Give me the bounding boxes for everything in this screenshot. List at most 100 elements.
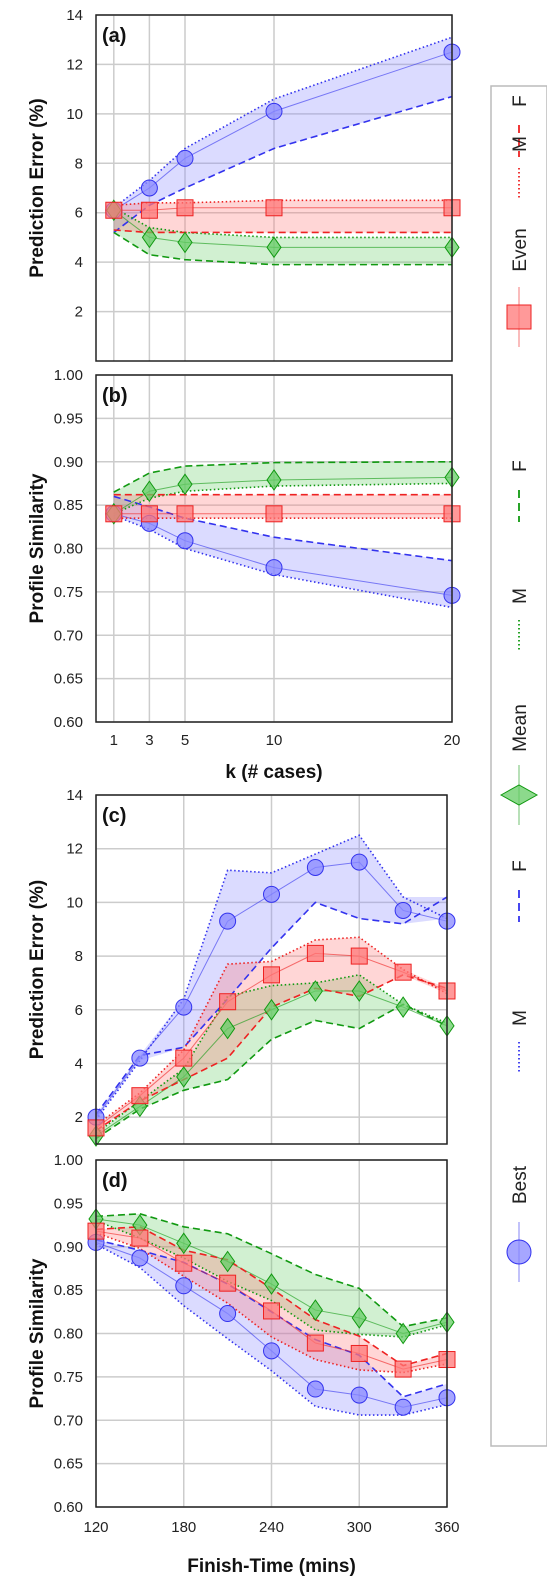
best-f-line <box>95 896 448 1115</box>
legend-circle-icon <box>506 1239 532 1265</box>
panel-label: (a) <box>102 25 126 47</box>
best-f-line <box>113 495 453 562</box>
even-point <box>263 966 280 984</box>
mean-m-line <box>95 1219 448 1338</box>
y-axis-label: Prediction Error (%) <box>27 98 48 277</box>
x-axis-label: Finish-Time (mins) <box>187 1556 356 1577</box>
even-point <box>219 993 237 1011</box>
mean-f-line <box>95 1212 448 1328</box>
y-tick-label: 12 <box>66 56 83 73</box>
even-point <box>219 1274 237 1292</box>
mean-point <box>263 1273 280 1295</box>
best-point <box>131 1249 149 1267</box>
y-tick-label: 0.65 <box>54 1456 83 1473</box>
mean-point <box>266 469 282 491</box>
even-point <box>350 947 368 965</box>
best-point <box>263 1342 280 1360</box>
y-tick-label: 6 <box>75 1002 83 1019</box>
even-point <box>306 944 324 962</box>
x-tick-label: 300 <box>347 1519 372 1536</box>
panel-label: (b) <box>102 385 128 407</box>
y-tick-label: 1.00 <box>54 367 83 384</box>
even-point <box>394 1360 412 1378</box>
legend-label: F <box>510 860 531 872</box>
y-tick-label: 0.85 <box>54 1282 83 1299</box>
x-tick-label: 120 <box>83 1519 108 1536</box>
mean-point <box>307 980 323 1002</box>
mean-band <box>113 207 453 265</box>
panel-label: (c) <box>102 805 126 827</box>
best-point <box>263 885 280 903</box>
legend-entry: Best <box>506 1165 532 1282</box>
mean-point <box>220 1017 236 1040</box>
even-f-line <box>95 974 448 1132</box>
legend-entry: M <box>510 136 531 200</box>
y-tick-label: 6 <box>75 205 83 222</box>
y-tick-label: 0.60 <box>54 1499 83 1516</box>
legend: F M Even F M Mean F M Best <box>490 85 547 1447</box>
best-m-line <box>113 36 453 209</box>
even-point <box>265 505 283 523</box>
x-axis-label: k (# cases) <box>225 762 322 783</box>
mean-point <box>266 236 282 259</box>
best-m-line <box>95 834 448 1121</box>
best-point <box>176 149 194 167</box>
best-point <box>306 1380 324 1398</box>
legend-entry: Even <box>506 228 532 347</box>
legend-entry: Mean <box>499 704 539 825</box>
even-m-line <box>95 936 448 1126</box>
mean-point <box>307 1299 323 1321</box>
chart-panel-c: 2 4 6 8 10 12 14 Prediction Error (%) (c) <box>27 787 456 1147</box>
mean-point <box>177 231 193 254</box>
y-tick-label: 12 <box>66 841 83 858</box>
y-tick-label: 0.90 <box>54 1239 83 1256</box>
y-axis-label: Profile Similarity <box>27 1258 48 1408</box>
y-tick-label: 0.90 <box>54 454 83 471</box>
legend-entry: F <box>510 860 531 922</box>
mean-point <box>351 1307 367 1329</box>
best-band <box>113 496 453 608</box>
legend-label: M <box>510 1010 531 1026</box>
best-point <box>394 1398 412 1416</box>
best-point <box>175 1277 193 1295</box>
even-point <box>140 505 158 523</box>
plot-frame <box>95 374 453 723</box>
mean-f-line <box>113 231 452 266</box>
panel-label: (d) <box>102 1170 128 1192</box>
mean-point <box>351 980 367 1002</box>
mean-point <box>141 226 158 249</box>
y-tick-label: 10 <box>66 894 83 911</box>
even-point <box>131 1229 149 1247</box>
x-tick-label: 3 <box>145 732 153 749</box>
even-band <box>113 200 453 233</box>
mean-m-line <box>95 974 448 1134</box>
legend-label: Best <box>510 1165 531 1204</box>
y-tick-label: 0.60 <box>54 714 83 731</box>
x-tick-label: 1 <box>110 732 118 749</box>
y-tick-label: 0.70 <box>54 627 83 644</box>
best-point <box>219 912 237 930</box>
x-tick-label: 240 <box>259 1519 284 1536</box>
y-tick-label: 0.95 <box>54 410 83 427</box>
y-tick-label: 0.80 <box>54 1326 83 1343</box>
mean-f-line <box>113 460 453 493</box>
legend-entry: F <box>510 95 531 157</box>
y-tick-label: 0.85 <box>54 497 83 514</box>
legend-label: F <box>510 95 531 107</box>
even-point <box>175 1049 193 1067</box>
legend-label: Even <box>510 228 531 271</box>
best-band <box>113 37 453 233</box>
even-band <box>113 494 453 519</box>
chart-panel-d: 0.60 0.65 0.70 0.75 0.80 0.85 0.90 0.95 1.00 120 1… <box>27 1152 460 1577</box>
legend-entry: M <box>510 1010 531 1074</box>
best-point <box>350 1386 368 1404</box>
best-point <box>131 1049 149 1067</box>
even-point <box>105 201 123 219</box>
y-tick-label: 14 <box>66 7 83 24</box>
mean-point <box>395 1322 411 1345</box>
best-point <box>265 102 283 120</box>
y-tick-label: 0.65 <box>54 671 83 688</box>
best-point <box>265 559 283 577</box>
legend-label: F <box>510 460 531 472</box>
even-point <box>394 963 412 981</box>
